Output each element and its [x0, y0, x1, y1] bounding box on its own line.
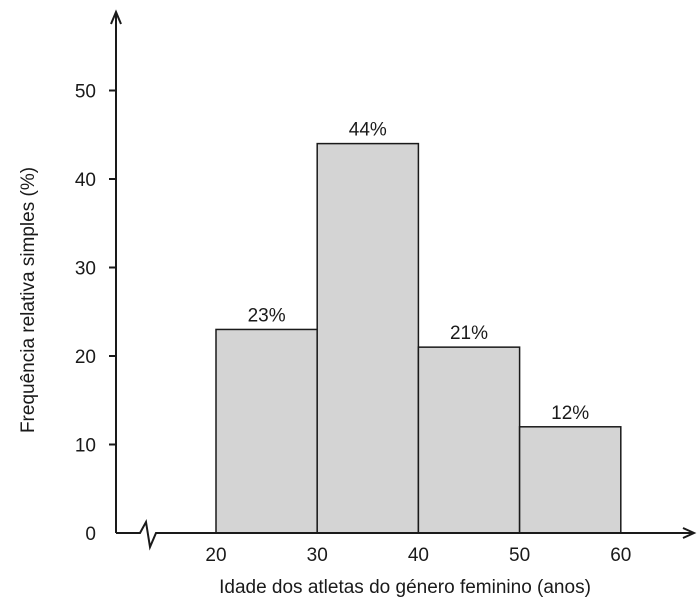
- y-tick-label: 10: [75, 436, 96, 457]
- x-axis-line: [116, 518, 694, 551]
- bar-value-label: 23%: [248, 305, 286, 326]
- y-tick-label: 50: [75, 82, 96, 103]
- bar-value-label: 12%: [551, 403, 589, 424]
- data-labels-layer: 23% 44% 21% 12%: [248, 120, 590, 424]
- x-tick-label: 60: [610, 545, 631, 566]
- x-tick-label: 30: [307, 545, 328, 566]
- y-axis-title: Frequência relativa simples (%): [18, 167, 39, 433]
- bars-layer: [215, 142, 622, 534]
- y-tick-label: 20: [75, 347, 96, 368]
- bar-value-label: 21%: [450, 323, 488, 344]
- bar-value-label: 44%: [349, 120, 387, 141]
- x-tick-label: 40: [408, 545, 429, 566]
- histogram-bar: [215, 328, 318, 534]
- x-tick-label: 50: [509, 545, 530, 566]
- histogram-bar: [518, 426, 622, 534]
- axes-layer: [110, 9, 697, 551]
- x-axis-title: Idade dos atletas do género feminino (an…: [219, 577, 591, 598]
- x-axis-arrow-icon: [682, 527, 697, 539]
- y-axis-arrow-icon: [110, 9, 122, 25]
- histogram-bar: [417, 346, 521, 534]
- histogram-bar: [316, 142, 420, 534]
- ticks-layer: 0 10 20 30 40 50 20 30 40 50 60: [75, 82, 632, 567]
- y-tick-label: 30: [75, 259, 96, 280]
- y-tick-label: 40: [75, 170, 96, 191]
- y-tick-label: 0: [85, 524, 96, 545]
- x-tick-label: 20: [205, 545, 226, 566]
